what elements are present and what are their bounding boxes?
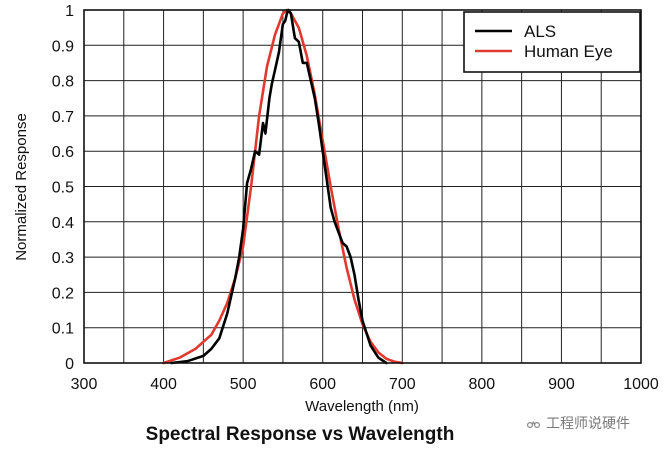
legend-label-human-eye: Human Eye — [524, 42, 613, 61]
y-tick-label: 0 — [65, 356, 74, 373]
y-axis-label: Normalized Response — [13, 113, 30, 261]
y-tick-label: 0.8 — [52, 74, 74, 91]
x-tick-label: 300 — [71, 376, 98, 393]
y-tick-label: 0.6 — [52, 144, 74, 161]
x-tick-label: 900 — [548, 376, 575, 393]
legend-label-als: ALS — [524, 22, 556, 41]
chart-title: Spectral Response vs Wavelength — [145, 424, 455, 445]
wechat-logo-icon — [526, 421, 541, 429]
y-tick-label: 0.2 — [52, 285, 74, 302]
x-tick-label: 600 — [309, 376, 336, 393]
y-tick-label: 0.7 — [52, 109, 74, 126]
y-tick-label: 1 — [65, 3, 74, 20]
y-tick-label: 0.4 — [52, 215, 74, 232]
y-tick-label: 0.9 — [52, 38, 74, 55]
x-tick-label: 800 — [469, 376, 496, 393]
y-tick-labels: 0 0.1 0.2 0.3 0.4 0.5 0.6 0.7 0.8 0.9 1 — [52, 3, 74, 373]
y-tick-label: 0.3 — [52, 250, 74, 267]
x-tick-label: 400 — [150, 376, 177, 393]
y-tick-label: 0.1 — [52, 321, 74, 338]
x-tick-label: 700 — [389, 376, 416, 393]
x-axis-label: Wavelength (nm) — [305, 398, 419, 415]
x-tick-label: 1000 — [623, 376, 659, 393]
legend-box — [463, 11, 641, 73]
x-tick-label: 500 — [230, 376, 257, 393]
x-tick-labels: 300 400 500 600 700 800 900 1000 — [71, 376, 659, 393]
watermark: 工程师说硬件 — [526, 413, 630, 433]
y-tick-label: 0.5 — [52, 180, 74, 197]
watermark-text: 工程师说硬件 — [546, 416, 630, 432]
plot-frame — [83, 9, 642, 364]
legend: ALS Human Eye — [463, 11, 641, 73]
